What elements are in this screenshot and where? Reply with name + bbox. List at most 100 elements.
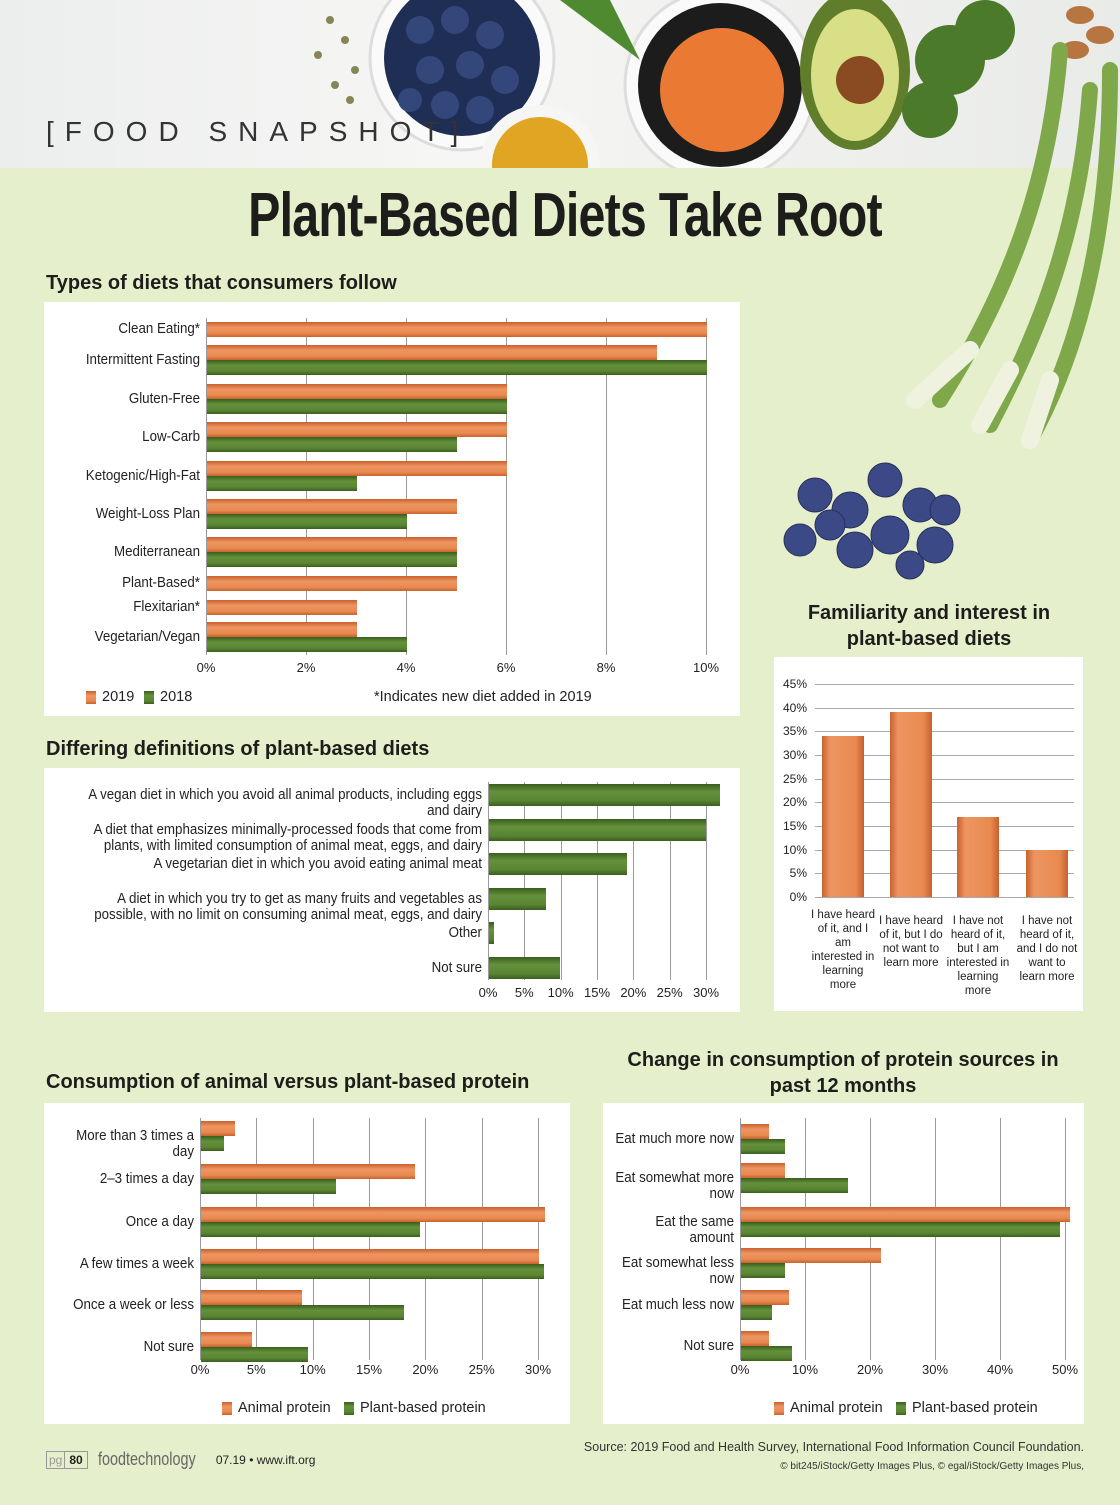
bar-2019 xyxy=(207,422,507,437)
category-label: Eat the same amount xyxy=(655,1214,734,1246)
bar-2019 xyxy=(207,575,457,591)
bar-2018 xyxy=(207,552,457,567)
x-tick-label: 25% xyxy=(656,985,683,1000)
page-number-box: pg 80 xyxy=(46,1450,88,1469)
gridline xyxy=(815,897,1074,898)
bar-animal-protein xyxy=(201,1290,303,1305)
gridline xyxy=(805,1118,806,1360)
bar-2019 xyxy=(207,499,457,514)
page-prefix: pg xyxy=(47,1451,66,1468)
bar-value xyxy=(890,712,932,897)
chart-protein-change-title: Change in consumption of protein sources… xyxy=(627,1049,1059,1097)
gridline xyxy=(312,1118,314,1360)
bar-2019 xyxy=(207,461,507,476)
x-tick-label: 15% xyxy=(355,1362,383,1377)
category-label: A diet in which you try to get as many f… xyxy=(94,891,483,923)
x-tick-label: 0% xyxy=(190,1362,210,1377)
chart-definitions-title: Differing definitions of plant-based die… xyxy=(46,738,430,760)
y-tick-label: 35% xyxy=(782,724,807,739)
y-tick-label: 15% xyxy=(782,819,807,833)
bar-animal-protein xyxy=(201,1121,235,1136)
category-label: Eat somewhat less now xyxy=(622,1255,734,1287)
gridline xyxy=(633,782,635,980)
x-tick-label: 4% xyxy=(396,660,416,675)
legend-swatch-animal xyxy=(222,1401,232,1415)
category-label: Once a week or less xyxy=(73,1297,194,1313)
bar-plant-based-protein xyxy=(201,1222,420,1237)
gridline xyxy=(815,778,1074,780)
legend-label: Plant-based protein xyxy=(360,1400,486,1416)
bar-animal-protein xyxy=(741,1290,790,1305)
gridline xyxy=(815,755,1074,756)
gridline xyxy=(815,684,1074,685)
gridline xyxy=(815,826,1074,827)
bar-plant-based-protein xyxy=(201,1264,544,1279)
gridline xyxy=(406,318,407,655)
bar-value xyxy=(957,816,999,897)
legend-swatch-plant xyxy=(344,1401,354,1415)
bar-animal-protein xyxy=(741,1331,769,1346)
y-tick-label: 25% xyxy=(782,771,807,786)
gridline xyxy=(815,731,1074,733)
x-tick-label: 20% xyxy=(856,1362,884,1377)
bar-animal-protein xyxy=(201,1249,539,1264)
page-number: 80 xyxy=(69,1452,83,1467)
gridline xyxy=(815,849,1074,851)
category-label: Not sure xyxy=(683,1338,734,1354)
chart-diet-types-title: Types of diets that consumers follow xyxy=(46,272,397,294)
legend-label: Animal protein xyxy=(238,1400,331,1416)
category-label: Once a day xyxy=(125,1214,194,1230)
category-label: Not sure xyxy=(143,1339,194,1355)
x-tick-label: 0% xyxy=(730,1362,750,1377)
bar-value xyxy=(489,853,628,875)
page-title: Plant-Based Diets Take Root xyxy=(248,181,883,250)
bar-2019 xyxy=(207,622,357,637)
gridline xyxy=(669,782,671,980)
bar-animal-protein xyxy=(741,1207,1070,1222)
bar-plant-based-protein xyxy=(741,1346,792,1361)
bar-plant-based-protein xyxy=(201,1136,224,1151)
gridline xyxy=(935,1118,936,1360)
x-tick-label: 20% xyxy=(412,1362,439,1377)
category-label: Other xyxy=(448,925,482,941)
bar-2018 xyxy=(207,637,407,652)
bar-value xyxy=(489,922,495,944)
gridline xyxy=(706,782,707,980)
x-tick-label: 30% xyxy=(921,1362,949,1377)
bar-animal-protein xyxy=(741,1163,786,1178)
x-tick-label: 0% xyxy=(196,660,216,675)
y-tick-label: 45% xyxy=(782,677,807,691)
category-label: Not sure xyxy=(431,960,482,976)
gridline xyxy=(506,318,507,655)
gridline xyxy=(200,1118,201,1360)
gridline xyxy=(815,802,1074,804)
legend-swatch-2019 xyxy=(86,690,96,704)
bar-2018 xyxy=(207,476,357,491)
hero-food-photo xyxy=(0,0,1120,168)
x-tick-label: 50% xyxy=(1051,1362,1079,1377)
category-label: I have not heard of it, and I do not wan… xyxy=(1016,915,1078,983)
category-label: Plant-Based* xyxy=(122,575,200,591)
gridline xyxy=(524,782,526,980)
y-tick-label: 30% xyxy=(782,748,807,762)
category-label: I have heard of it, and I am interested … xyxy=(811,909,875,991)
magazine-logo: foodtechnology xyxy=(97,1449,196,1469)
gridline xyxy=(597,782,598,980)
gridline xyxy=(481,1118,483,1360)
gridline xyxy=(538,1118,539,1360)
x-tick-label: 0% xyxy=(478,985,498,1000)
bar-animal-protein xyxy=(201,1164,416,1179)
category-label: Gluten-Free xyxy=(128,391,200,407)
category-label: A vegan diet in which you avoid all anim… xyxy=(88,787,482,819)
bar-plant-based-protein xyxy=(201,1179,337,1194)
legend-2019: 2019 xyxy=(86,689,134,705)
legend-animal-protein: Animal protein xyxy=(774,1400,883,1416)
gridline xyxy=(560,782,562,980)
category-label: A diet that emphasizes minimally-process… xyxy=(93,822,483,854)
category-label: Weight-Loss Plan xyxy=(95,506,200,522)
gridline xyxy=(1065,1118,1066,1360)
y-tick-label: 0% xyxy=(789,890,807,904)
gridline xyxy=(606,318,607,655)
legend-label: Plant-based protein xyxy=(912,1400,1038,1416)
chart-definitions-panel xyxy=(44,768,740,1012)
